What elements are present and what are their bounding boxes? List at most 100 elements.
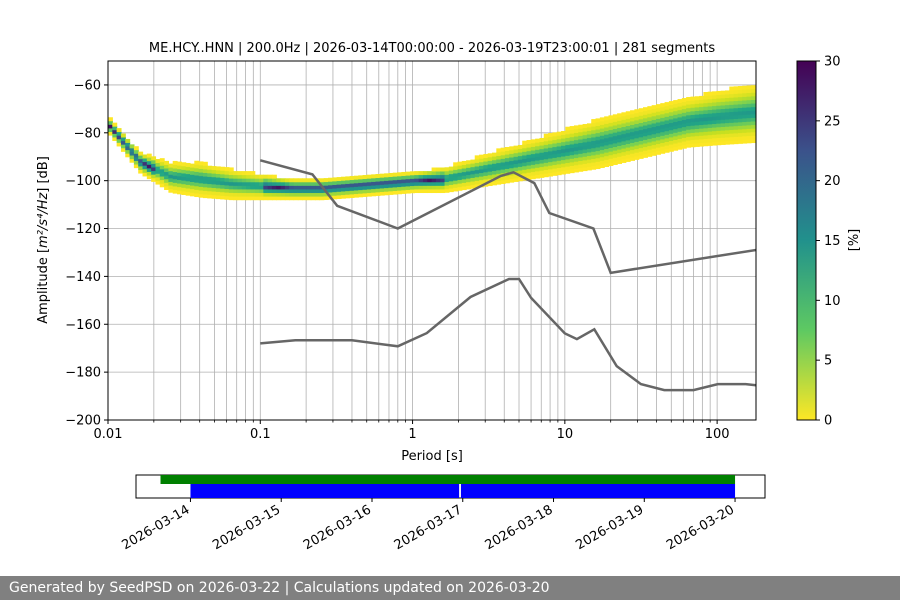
density-cell bbox=[660, 135, 666, 140]
coverage-bars bbox=[160, 475, 736, 498]
density-cell bbox=[539, 170, 545, 175]
density-cell bbox=[604, 159, 610, 164]
density-cell bbox=[694, 117, 700, 122]
density-cell bbox=[750, 92, 756, 97]
density-cell bbox=[353, 182, 359, 187]
y-tick-label: −180 bbox=[65, 366, 101, 381]
density-cell bbox=[720, 130, 726, 135]
density-cell bbox=[737, 132, 743, 137]
density-cell bbox=[492, 170, 497, 175]
density-cell bbox=[215, 169, 221, 174]
density-cell bbox=[366, 181, 372, 186]
density-cell bbox=[233, 192, 239, 197]
density-cell bbox=[673, 125, 679, 130]
density-cell bbox=[552, 157, 558, 162]
density-cell bbox=[392, 187, 398, 191]
density-cell bbox=[733, 97, 739, 102]
density-cell bbox=[694, 110, 700, 115]
density-cell bbox=[194, 171, 200, 176]
density-cell bbox=[703, 142, 709, 147]
density-cell bbox=[681, 126, 687, 131]
density-cell bbox=[591, 154, 597, 159]
density-cell bbox=[466, 163, 472, 168]
density-cell bbox=[604, 127, 610, 132]
density-cell bbox=[189, 174, 195, 179]
density-cell bbox=[349, 176, 355, 181]
density-cell bbox=[677, 142, 683, 147]
density-cell bbox=[548, 140, 554, 145]
density-cell bbox=[729, 122, 735, 127]
density-cell bbox=[543, 162, 549, 167]
density-cell bbox=[660, 121, 666, 126]
density-cell bbox=[315, 181, 321, 186]
density-cell bbox=[172, 175, 178, 180]
footer-bar: Generated by SeedPSD on 2026-03-22 | Cal… bbox=[0, 576, 900, 600]
density-cell bbox=[647, 113, 653, 118]
density-cell bbox=[561, 170, 566, 175]
density-cell bbox=[724, 90, 730, 95]
density-cell bbox=[573, 128, 579, 133]
density-cell bbox=[496, 155, 502, 160]
density-cell bbox=[306, 185, 312, 190]
density-cell bbox=[578, 124, 584, 129]
density-cell bbox=[599, 146, 605, 151]
density-cell bbox=[561, 145, 566, 150]
density-cell bbox=[591, 140, 597, 145]
density-cell bbox=[561, 141, 566, 146]
density-cell bbox=[604, 123, 610, 128]
density-cell bbox=[500, 179, 506, 184]
coverage-tick-label: 2026-03-14 bbox=[120, 502, 193, 553]
density-cell bbox=[371, 192, 377, 197]
density-cell bbox=[112, 126, 118, 131]
x-tick-label: 0.01 bbox=[94, 427, 123, 442]
density-cell bbox=[556, 163, 562, 168]
density-cell bbox=[612, 150, 618, 155]
density-cell bbox=[608, 129, 614, 134]
density-cell bbox=[397, 183, 402, 188]
density-cell bbox=[599, 128, 605, 133]
density-cell bbox=[194, 167, 200, 172]
density-cell bbox=[189, 181, 195, 186]
density-cell bbox=[690, 128, 696, 133]
density-cell bbox=[543, 140, 549, 145]
density-cell bbox=[690, 107, 696, 112]
density-cell bbox=[660, 110, 666, 115]
density-cell bbox=[625, 154, 631, 159]
density-cell bbox=[621, 151, 627, 156]
density-cell bbox=[457, 168, 463, 173]
density-cell bbox=[271, 185, 277, 190]
density-cell bbox=[548, 154, 554, 159]
density-cell bbox=[492, 181, 497, 186]
y-tick-label: −80 bbox=[74, 126, 101, 141]
density-cell bbox=[336, 184, 342, 189]
density-cell bbox=[664, 112, 670, 117]
density-cell bbox=[500, 169, 506, 174]
density-cell bbox=[215, 173, 221, 178]
density-cell bbox=[177, 186, 182, 191]
density-cell bbox=[440, 167, 446, 172]
density-cell bbox=[133, 149, 139, 154]
density-cell bbox=[142, 165, 148, 170]
density-cell bbox=[215, 184, 221, 189]
density-cell bbox=[569, 144, 575, 148]
density-cell bbox=[664, 134, 670, 139]
density-cell bbox=[276, 178, 282, 183]
density-cell bbox=[556, 153, 562, 158]
density-cell bbox=[353, 193, 359, 198]
density-cell bbox=[142, 168, 148, 173]
density-cell bbox=[164, 164, 170, 169]
density-cell bbox=[655, 150, 661, 155]
density-cell bbox=[690, 143, 696, 148]
density-cell bbox=[466, 167, 472, 172]
density-cell bbox=[737, 129, 743, 134]
density-cell bbox=[414, 189, 420, 194]
density-cell bbox=[392, 190, 398, 195]
density-cell bbox=[578, 160, 584, 165]
density-cell bbox=[630, 142, 635, 147]
density-cell bbox=[457, 183, 463, 188]
density-cell bbox=[185, 184, 191, 189]
density-cell bbox=[487, 164, 493, 169]
density-cell bbox=[345, 176, 351, 181]
density-cell bbox=[461, 175, 467, 180]
density-cell bbox=[293, 192, 299, 197]
